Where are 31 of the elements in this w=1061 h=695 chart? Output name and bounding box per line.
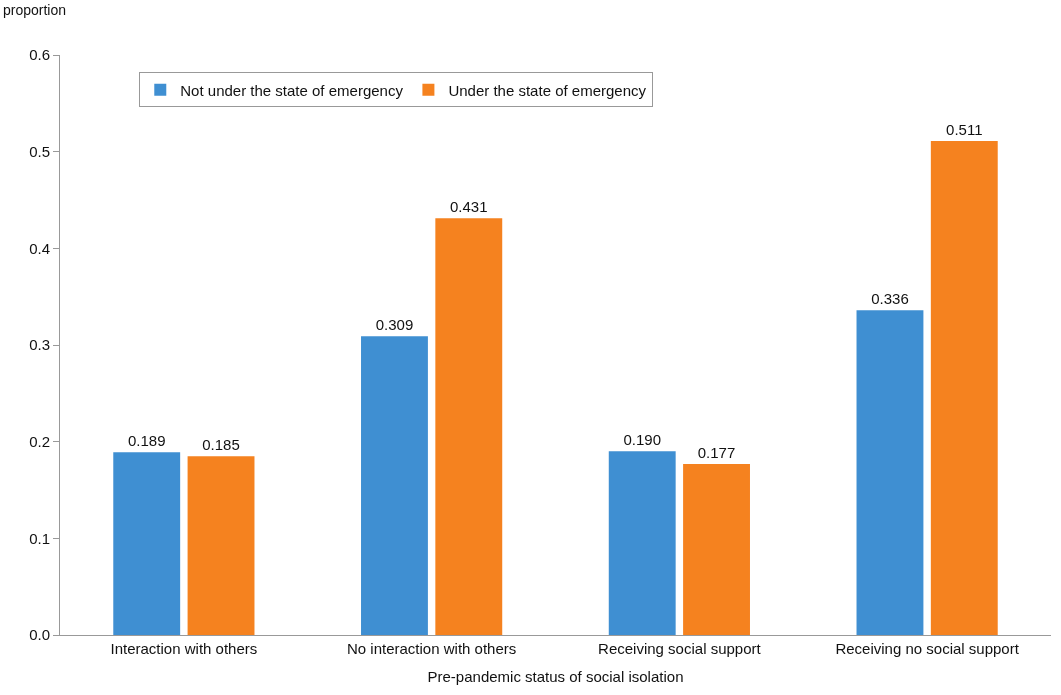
x-tick-label: Receiving social support [598, 640, 762, 657]
data-label: 0.190 [623, 431, 661, 449]
y-tick-label: 0.2 [29, 432, 50, 450]
bar [361, 336, 428, 635]
bar [608, 451, 676, 635]
legend-label: Not under the state of emergency [180, 81, 404, 99]
bar [113, 452, 181, 635]
legend-label: Under the state of emergency [448, 81, 647, 99]
x-axis-title: Pre-pandemic status of social isolation [427, 668, 684, 685]
y-tick-label: 0.6 [29, 46, 50, 64]
bar [930, 141, 998, 635]
data-label: 0.177 [697, 443, 736, 461]
y-tick-label: 0.5 [29, 142, 50, 160]
y-tick-label: 0.1 [29, 529, 50, 547]
bar [435, 218, 503, 635]
y-tick-label: 0.4 [29, 239, 50, 257]
data-label: 0.189 [127, 432, 166, 450]
data-label: 0.309 [375, 316, 414, 334]
bar [856, 310, 924, 635]
data-label: 0.431 [450, 198, 488, 216]
data-label: 0.185 [202, 436, 240, 454]
data-label: 0.511 [946, 121, 983, 139]
x-tick-label: Receiving no social support [835, 640, 1020, 657]
data-label: 0.336 [871, 290, 909, 308]
bar [683, 463, 750, 635]
x-tick-label: Interaction with others [110, 640, 258, 657]
y-tick-label: 0.0 [29, 626, 50, 644]
y-tick-label: 0.3 [29, 336, 50, 354]
y-axis-title: proportion [3, 2, 67, 18]
bar [187, 456, 255, 635]
x-tick-label: No interaction with others [347, 640, 517, 657]
